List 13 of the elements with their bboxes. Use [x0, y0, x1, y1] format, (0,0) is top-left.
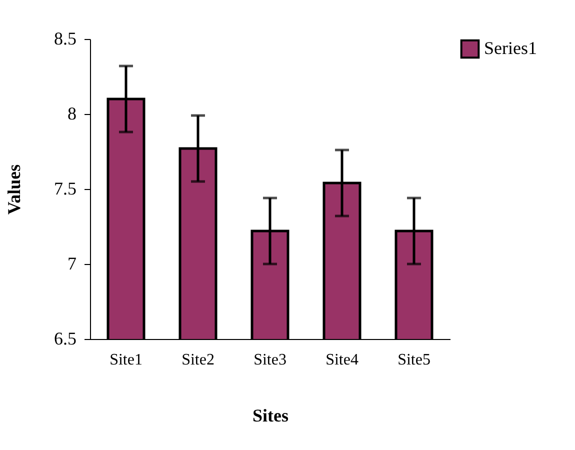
y-tick-label: 8 [68, 104, 76, 124]
y-tick-label: 6.5 [54, 328, 76, 348]
legend-label: Series1 [484, 38, 537, 58]
y-tick-label: 7 [68, 254, 76, 274]
x-tick-label: Site3 [254, 352, 286, 368]
x-tick-label: Site5 [398, 352, 430, 368]
x-tick-label: Site2 [182, 352, 214, 368]
x-axis-title: Sites [252, 406, 288, 426]
y-axis-title: Values [4, 164, 24, 215]
x-tick-label: Site1 [110, 352, 142, 368]
x-tick-label: Site4 [326, 352, 358, 368]
y-tick-label: 7.5 [54, 178, 76, 198]
y-tick-label: 8.5 [54, 28, 76, 48]
